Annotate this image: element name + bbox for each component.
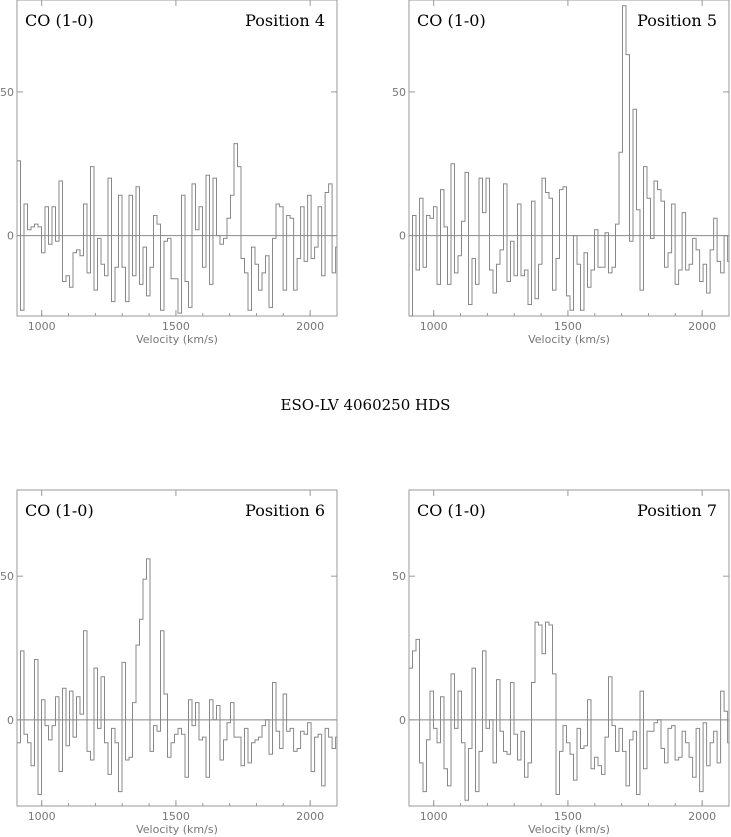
y-tick-label: 50 bbox=[0, 570, 14, 583]
spectrum-panel-position-5: 1000 1500 2000 0 50 Velocity (km/s) CO (1-0) Po… bbox=[392, 0, 731, 350]
spectrum-trace bbox=[409, 5, 729, 317]
y-tick-label: 50 bbox=[0, 86, 14, 99]
line-label: CO (1-0) bbox=[25, 11, 94, 30]
plot-frame bbox=[408, 489, 730, 807]
x-tick-label: 2000 bbox=[688, 810, 716, 823]
x-tick-label: 1500 bbox=[162, 320, 190, 333]
position-label: Position 7 bbox=[637, 501, 717, 520]
line-label: CO (1-0) bbox=[417, 501, 486, 520]
spectrum-panel-position-7: 1000 1500 2000 0 50 Velocity (km/s) CO (1-0) Po… bbox=[392, 489, 731, 837]
spectrum-plot-position-7: 1000 1500 2000 0 50 Velocity (km/s) CO (1-0) Po… bbox=[392, 489, 730, 836]
y-tick-label: 0 bbox=[399, 230, 406, 243]
spectrum-plot-position-4: 1000 1500 2000 0 50 Velocity (km/s) CO (1-0) Po… bbox=[0, 0, 338, 346]
spectrum-panel-position-4: 1000 1500 2000 0 50 Velocity (km/s) CO (1-0) Po… bbox=[0, 0, 345, 350]
spectrum-panel-position-6: 1000 1500 2000 0 50 Velocity (km/s) CO (1-0) Po… bbox=[0, 489, 345, 837]
plot-frame bbox=[16, 0, 338, 317]
spectrum-plot-position-6: 1000 1500 2000 0 50 Velocity (km/s) CO (1-0) Po… bbox=[0, 489, 338, 836]
x-tick-label: 1500 bbox=[554, 810, 582, 823]
y-tick-label: 0 bbox=[7, 714, 14, 727]
y-tick-label: 0 bbox=[399, 714, 406, 727]
position-label: Position 4 bbox=[245, 11, 325, 30]
x-tick-label: 1000 bbox=[420, 320, 448, 333]
x-axis-label: Velocity (km/s) bbox=[136, 823, 218, 836]
figure-title: ESO-LV 4060250 HDS bbox=[280, 396, 451, 414]
x-tick-label: 1500 bbox=[554, 320, 582, 333]
x-axis-label: Velocity (km/s) bbox=[136, 333, 218, 346]
spectrum-trace bbox=[17, 558, 337, 795]
plot-frame bbox=[16, 489, 338, 807]
y-tick-label: 50 bbox=[392, 86, 406, 99]
x-tick-label: 1000 bbox=[420, 810, 448, 823]
x-axis-label: Velocity (km/s) bbox=[528, 333, 610, 346]
x-tick-label: 2000 bbox=[296, 320, 324, 333]
plot-frame bbox=[408, 0, 730, 317]
position-label: Position 5 bbox=[637, 11, 717, 30]
x-tick-label: 1000 bbox=[28, 320, 56, 333]
y-tick-label: 50 bbox=[392, 570, 406, 583]
x-tick-label: 1000 bbox=[28, 810, 56, 823]
x-tick-label: 1500 bbox=[162, 810, 190, 823]
spectrum-trace bbox=[17, 143, 337, 314]
line-label: CO (1-0) bbox=[417, 11, 486, 30]
line-label: CO (1-0) bbox=[25, 501, 94, 520]
position-label: Position 6 bbox=[245, 501, 325, 520]
spectrum-plot-position-5: 1000 1500 2000 0 50 Velocity (km/s) CO (1-0) Po… bbox=[392, 0, 730, 346]
spectrum-trace bbox=[409, 621, 729, 801]
x-tick-label: 2000 bbox=[688, 320, 716, 333]
y-tick-label: 0 bbox=[7, 230, 14, 243]
x-axis-label: Velocity (km/s) bbox=[528, 823, 610, 836]
x-tick-label: 2000 bbox=[296, 810, 324, 823]
